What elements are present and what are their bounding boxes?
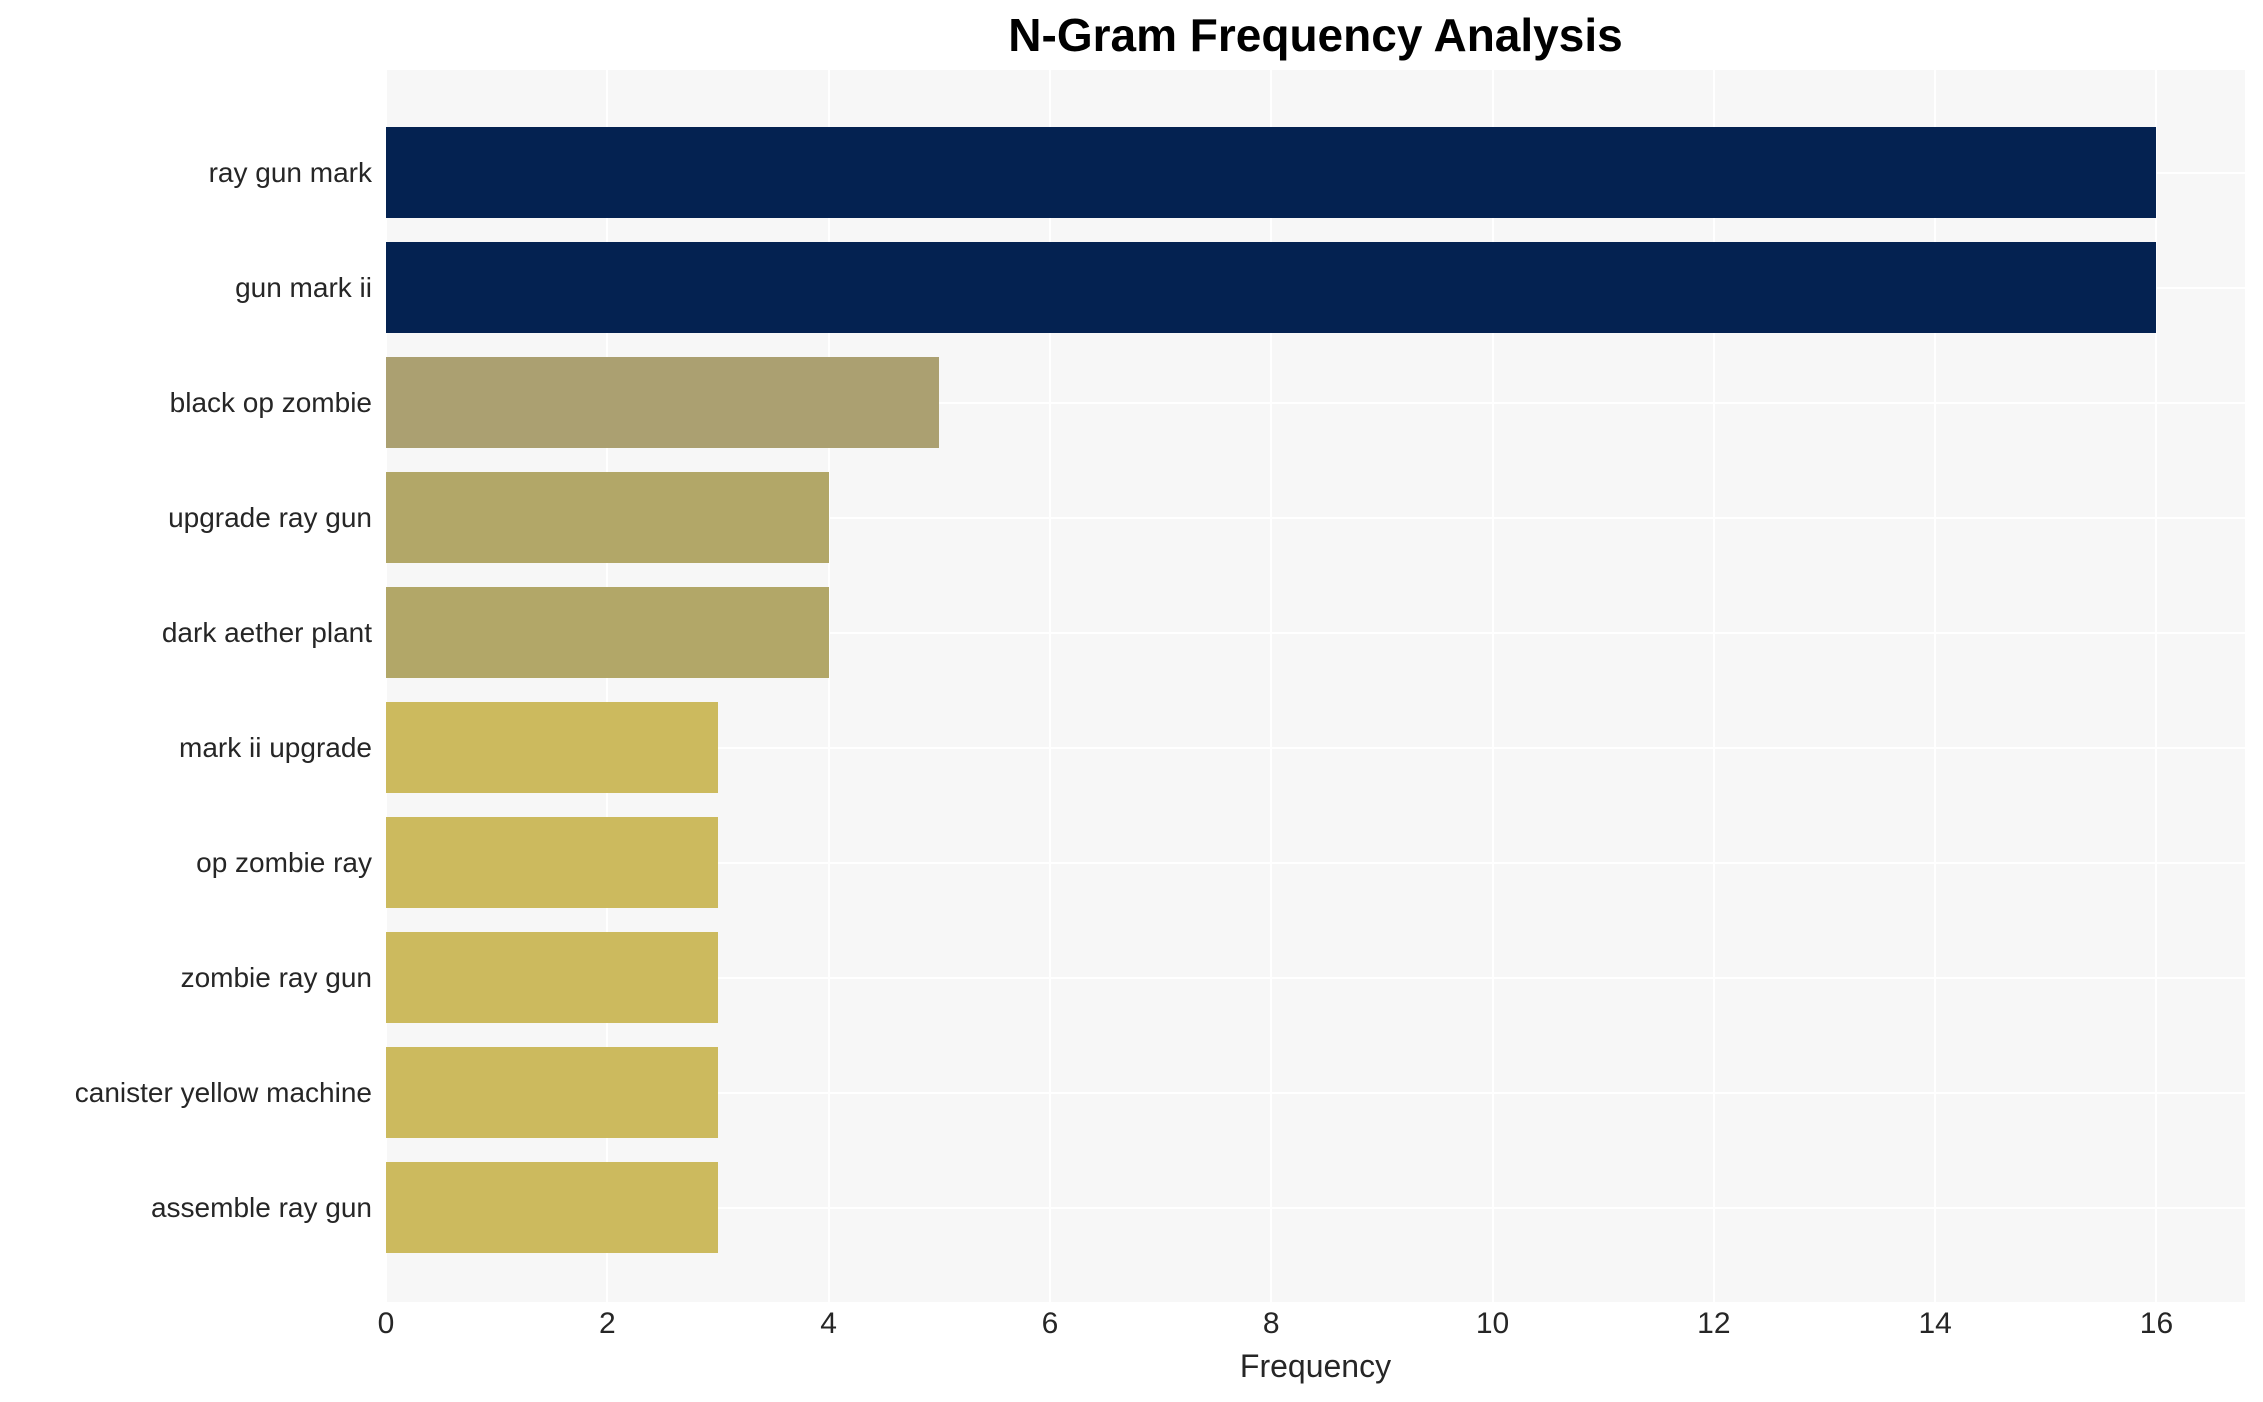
category-label-gun-mark-ii: gun mark ii xyxy=(235,272,372,303)
gridline-horizontal xyxy=(386,631,2245,634)
bar-zombie-ray-gun xyxy=(386,932,718,1023)
x-tick-label-8: 8 xyxy=(1262,1307,1280,1340)
category-label-op-zombie-ray: op zombie ray xyxy=(196,847,372,878)
gridline-horizontal xyxy=(386,746,2245,749)
gridline-vertical xyxy=(1270,70,1273,1302)
bar-black-op-zombie xyxy=(386,357,940,448)
chart-title: N-Gram Frequency Analysis xyxy=(1008,9,1623,61)
category-label-mark-ii-upgrade: mark ii upgrade xyxy=(179,732,372,763)
gridline-horizontal xyxy=(386,976,2245,979)
category-label-zombie-ray-gun: zombie ray gun xyxy=(180,962,372,993)
category-label-dark-aether-plant: dark aether plant xyxy=(161,617,372,648)
bar-canister-yellow-machine xyxy=(386,1047,718,1138)
category-label-upgrade-ray-gun: upgrade ray gun xyxy=(168,502,372,533)
gridline-vertical xyxy=(1048,70,1051,1302)
x-tick-label-12: 12 xyxy=(1697,1307,1731,1340)
x-axis-tick-labels: 0 2 4 6 8 10 12 14 16 xyxy=(378,1307,2245,1349)
gridline-vertical xyxy=(385,70,387,1302)
x-tick-label-0: 0 xyxy=(377,1307,395,1340)
category-label-canister-yellow-machine: canister yellow machine xyxy=(74,1077,372,1108)
category-label-black-op-zombie: black op zombie xyxy=(169,387,372,418)
x-tick-label-10: 10 xyxy=(1475,1307,1510,1340)
category-label-ray-gun-mark: ray gun mark xyxy=(208,157,372,188)
gridline-horizontal xyxy=(386,861,2245,864)
x-tick-label-4: 4 xyxy=(820,1307,837,1340)
gridline-horizontal xyxy=(386,1091,2245,1094)
gridline-vertical xyxy=(1491,70,1494,1302)
gridline-horizontal xyxy=(386,401,2245,404)
gridline-vertical xyxy=(827,70,830,1302)
gridline-vertical xyxy=(1712,70,1715,1302)
bar-gun-mark-ii xyxy=(386,242,2157,333)
gridline-horizontal xyxy=(386,516,2245,519)
bar-dark-aether-plant xyxy=(386,587,829,678)
x-axis-label: Frequency xyxy=(1239,1348,1392,1384)
gridline-vertical xyxy=(606,70,609,1302)
bar-op-zombie-ray xyxy=(386,817,718,908)
gridline-horizontal xyxy=(386,1206,2245,1209)
bar-ray-gun-mark xyxy=(386,127,2157,218)
bar-upgrade-ray-gun xyxy=(386,472,829,563)
category-label-assemble-ray-gun: assemble ray gun xyxy=(150,1192,372,1223)
gridline-vertical xyxy=(2155,70,2158,1302)
gridline-vertical xyxy=(1934,70,1937,1302)
y-axis-category-labels: ray gun mark gun mark ii black op zombie up… xyxy=(0,70,372,1302)
plot-area xyxy=(385,70,2245,1302)
x-tick-label-6: 6 xyxy=(1041,1307,1059,1340)
x-tick-label-2: 2 xyxy=(598,1307,616,1340)
bar-assemble-ray-gun xyxy=(386,1162,718,1253)
bar-mark-ii-upgrade xyxy=(386,702,718,793)
x-tick-label-14: 14 xyxy=(1918,1307,1952,1340)
x-tick-label-16: 16 xyxy=(2139,1307,2174,1340)
